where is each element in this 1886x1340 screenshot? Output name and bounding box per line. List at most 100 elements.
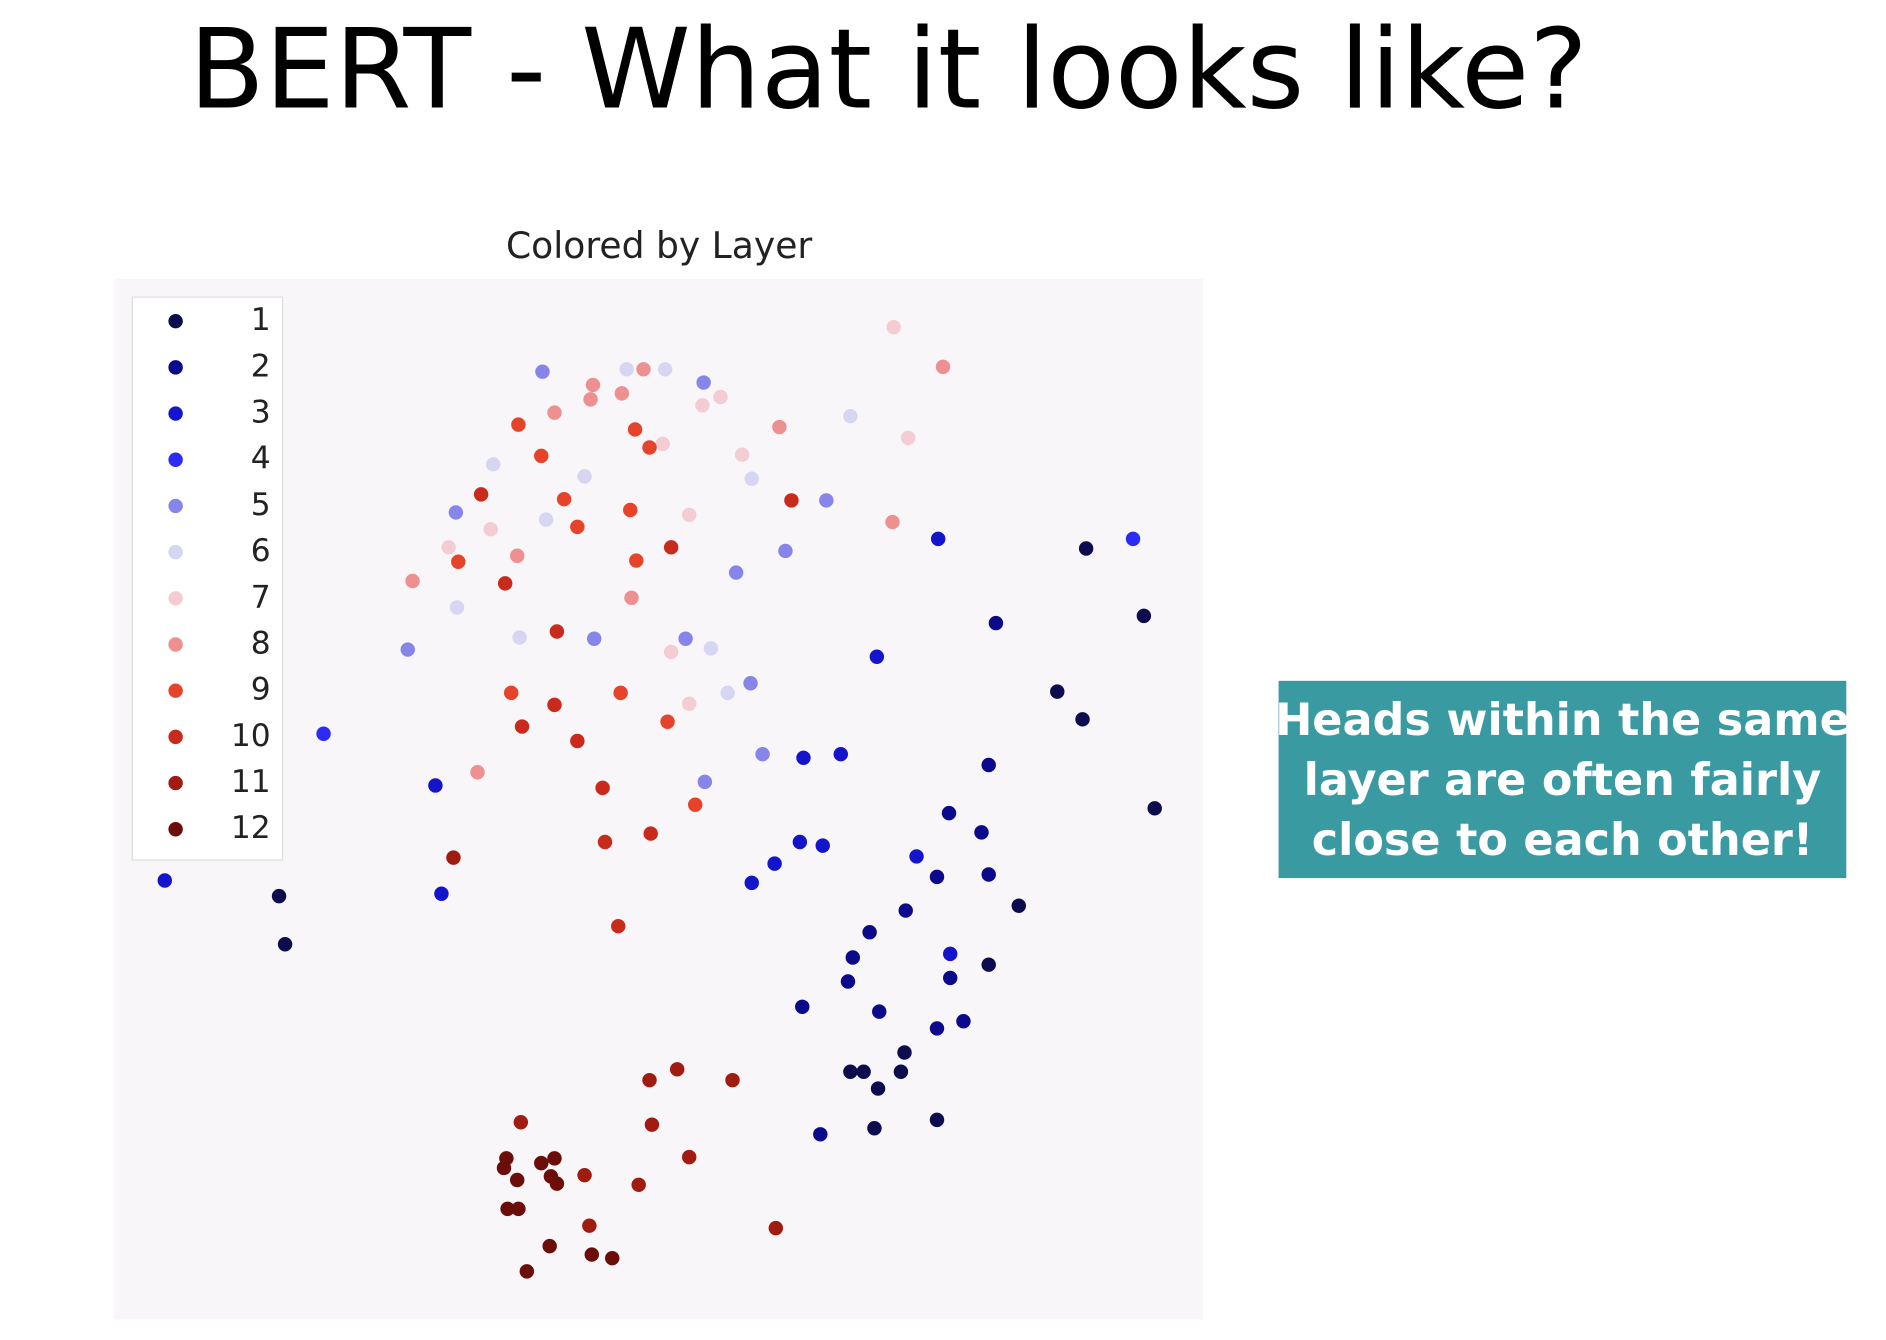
- point: [511, 417, 526, 432]
- point: [627, 422, 643, 437]
- point: [696, 375, 711, 390]
- point: [448, 505, 464, 520]
- point: [614, 386, 630, 401]
- point: [796, 750, 811, 766]
- point: [681, 507, 697, 523]
- point: [570, 733, 585, 749]
- point: [583, 392, 598, 407]
- point: [1011, 898, 1026, 913]
- point: [703, 641, 719, 656]
- legend-label: 1: [251, 302, 271, 338]
- point: [897, 1045, 912, 1060]
- point: [623, 502, 638, 518]
- legend-marker: [168, 775, 183, 791]
- point: [549, 1176, 565, 1191]
- point: [669, 1062, 685, 1077]
- point: [1075, 712, 1090, 727]
- point: [988, 615, 1004, 631]
- point: [795, 999, 810, 1015]
- point: [643, 826, 658, 841]
- point: [511, 1201, 526, 1217]
- point: [547, 405, 562, 420]
- point: [943, 946, 958, 962]
- point: [784, 493, 799, 508]
- chart-title: Colored by Layer: [506, 225, 812, 267]
- point: [688, 797, 703, 812]
- point: [734, 447, 750, 462]
- legend-marker: [168, 452, 183, 467]
- point: [611, 918, 626, 934]
- point: [720, 685, 735, 701]
- point: [930, 531, 946, 547]
- point: [909, 849, 924, 864]
- point: [1050, 684, 1065, 699]
- point: [549, 624, 565, 639]
- legend-marker: [168, 683, 183, 698]
- point: [271, 888, 287, 904]
- point: [660, 714, 675, 729]
- point: [534, 1155, 549, 1171]
- point: [840, 974, 856, 989]
- point: [744, 471, 759, 486]
- callout-line: Heads within the same: [1275, 695, 1850, 746]
- callout: Heads within the same layer are often fai…: [1275, 695, 1850, 866]
- point: [512, 630, 527, 645]
- point: [815, 838, 830, 853]
- point: [655, 436, 670, 452]
- legend-marker: [168, 406, 183, 421]
- point: [556, 491, 572, 507]
- point: [681, 1149, 697, 1165]
- point: [519, 1264, 535, 1279]
- point: [929, 869, 945, 885]
- point: [509, 548, 525, 563]
- point: [629, 553, 644, 568]
- point: [886, 319, 901, 335]
- point: [843, 1064, 858, 1079]
- callout-line: close to each other!: [1312, 815, 1813, 866]
- legend-label: 3: [251, 395, 271, 431]
- point: [503, 685, 519, 701]
- legend-label: 10: [231, 718, 271, 754]
- point: [446, 850, 461, 865]
- point: [678, 631, 693, 646]
- legend-label: 7: [251, 579, 271, 615]
- point: [434, 886, 449, 901]
- points: [157, 319, 1162, 1279]
- point: [713, 389, 728, 405]
- point: [862, 924, 877, 940]
- point: [1078, 541, 1094, 556]
- point: [695, 398, 710, 413]
- plot-area: [114, 279, 1203, 1320]
- point: [451, 554, 466, 569]
- point: [813, 1127, 828, 1142]
- point: [547, 1151, 562, 1166]
- point: [893, 1064, 909, 1079]
- point: [400, 642, 415, 657]
- legend-marker: [168, 360, 183, 375]
- point: [509, 1172, 525, 1188]
- point: [778, 543, 793, 559]
- point: [1147, 801, 1162, 816]
- point: [767, 856, 782, 871]
- point: [900, 430, 916, 446]
- point: [535, 364, 550, 379]
- point: [663, 540, 679, 555]
- legend-label: 11: [231, 764, 271, 800]
- point: [570, 519, 585, 535]
- point: [577, 1167, 592, 1183]
- point: [470, 765, 485, 780]
- point: [613, 685, 628, 701]
- point: [405, 573, 420, 589]
- point: [981, 757, 996, 773]
- point: [845, 950, 861, 965]
- point: [974, 825, 989, 840]
- point: [872, 1004, 887, 1019]
- legend-marker: [168, 313, 183, 329]
- point: [619, 362, 634, 377]
- point: [935, 359, 951, 375]
- point: [496, 1160, 512, 1176]
- point: [657, 362, 673, 377]
- point: [956, 1014, 971, 1029]
